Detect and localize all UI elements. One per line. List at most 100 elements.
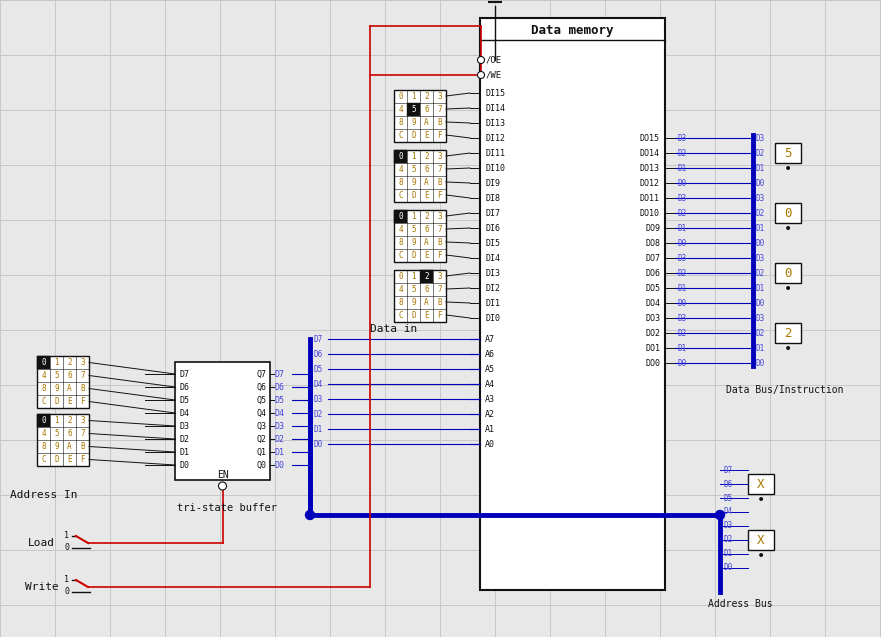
Text: A7: A7 bbox=[485, 334, 495, 343]
Text: D0: D0 bbox=[756, 178, 766, 187]
Text: 0: 0 bbox=[398, 271, 403, 280]
Text: DO5: DO5 bbox=[645, 283, 660, 292]
Text: 9: 9 bbox=[411, 178, 416, 187]
Text: 0: 0 bbox=[64, 543, 69, 552]
Text: 3: 3 bbox=[437, 211, 441, 220]
Text: •: • bbox=[784, 222, 792, 236]
Text: 3: 3 bbox=[80, 416, 85, 425]
Text: D2: D2 bbox=[274, 434, 284, 443]
Text: DI8: DI8 bbox=[485, 194, 500, 203]
Text: C: C bbox=[398, 310, 403, 320]
Text: 6: 6 bbox=[424, 285, 429, 294]
Text: Q7: Q7 bbox=[256, 369, 266, 378]
Text: D3: D3 bbox=[677, 194, 686, 203]
Text: DO6: DO6 bbox=[645, 269, 660, 278]
Bar bbox=[407, 103, 420, 115]
Text: X: X bbox=[758, 534, 765, 547]
Text: Q1: Q1 bbox=[256, 448, 266, 457]
Text: D1: D1 bbox=[756, 164, 766, 173]
Text: 9: 9 bbox=[411, 238, 416, 247]
Text: D1: D1 bbox=[723, 550, 732, 559]
Text: 4: 4 bbox=[41, 371, 46, 380]
Text: 5: 5 bbox=[411, 104, 416, 113]
Bar bbox=[480, 18, 665, 590]
Text: D6: D6 bbox=[179, 382, 189, 392]
Text: DI9: DI9 bbox=[485, 178, 500, 187]
Text: Data Bus/Instruction: Data Bus/Instruction bbox=[726, 385, 844, 395]
Text: D0: D0 bbox=[677, 238, 686, 248]
Text: D3: D3 bbox=[274, 422, 284, 431]
Text: B: B bbox=[80, 384, 85, 393]
Text: F: F bbox=[437, 250, 441, 259]
Bar bbox=[37, 356, 89, 408]
Text: 4: 4 bbox=[398, 164, 403, 173]
Text: 6: 6 bbox=[424, 224, 429, 234]
Bar bbox=[394, 210, 407, 222]
Text: 0: 0 bbox=[41, 416, 46, 425]
Text: A: A bbox=[67, 442, 72, 451]
Text: •: • bbox=[757, 493, 766, 507]
Text: 6: 6 bbox=[424, 164, 429, 173]
Text: D4: D4 bbox=[313, 380, 322, 389]
Text: A1: A1 bbox=[485, 424, 495, 434]
Text: DO2: DO2 bbox=[645, 329, 660, 338]
Text: DI0: DI0 bbox=[485, 313, 500, 322]
Bar bbox=[748, 474, 774, 494]
Text: 1: 1 bbox=[64, 531, 69, 541]
Text: D3: D3 bbox=[756, 194, 766, 203]
Text: 9: 9 bbox=[55, 442, 59, 451]
Text: 1: 1 bbox=[411, 271, 416, 280]
Text: 4: 4 bbox=[398, 104, 403, 113]
Text: D: D bbox=[411, 131, 416, 140]
Text: DO10: DO10 bbox=[640, 208, 660, 217]
Text: 0: 0 bbox=[398, 92, 403, 101]
Text: D2: D2 bbox=[756, 329, 766, 338]
Text: DI3: DI3 bbox=[485, 269, 500, 278]
Text: 7: 7 bbox=[437, 285, 441, 294]
Circle shape bbox=[478, 57, 485, 64]
Text: X: X bbox=[758, 478, 765, 490]
Text: 2: 2 bbox=[424, 271, 429, 280]
Bar bbox=[394, 150, 407, 162]
Text: 2: 2 bbox=[424, 211, 429, 220]
Text: D: D bbox=[411, 190, 416, 199]
Text: /OE: /OE bbox=[486, 55, 502, 64]
Text: A: A bbox=[424, 297, 429, 306]
Text: 0: 0 bbox=[64, 587, 69, 596]
Text: •: • bbox=[784, 282, 792, 296]
Text: A5: A5 bbox=[485, 364, 495, 373]
Text: B: B bbox=[437, 238, 441, 247]
Bar bbox=[394, 150, 446, 201]
Text: 5: 5 bbox=[411, 285, 416, 294]
Text: 1: 1 bbox=[55, 358, 59, 367]
Text: 7: 7 bbox=[437, 104, 441, 113]
Text: /WE: /WE bbox=[486, 71, 502, 80]
Text: D1: D1 bbox=[179, 448, 189, 457]
Text: D3: D3 bbox=[313, 394, 322, 403]
Text: 7: 7 bbox=[80, 429, 85, 438]
Text: A0: A0 bbox=[485, 440, 495, 448]
Text: DI4: DI4 bbox=[485, 254, 500, 262]
Text: DO8: DO8 bbox=[645, 238, 660, 248]
Text: 8: 8 bbox=[398, 178, 403, 187]
Text: A: A bbox=[67, 384, 72, 393]
Text: D1: D1 bbox=[677, 164, 686, 173]
Text: D: D bbox=[55, 455, 59, 464]
Text: A6: A6 bbox=[485, 350, 495, 359]
Bar bbox=[37, 414, 89, 466]
Text: A: A bbox=[424, 178, 429, 187]
Text: Q4: Q4 bbox=[256, 408, 266, 417]
Text: DO1: DO1 bbox=[645, 343, 660, 352]
Text: 1: 1 bbox=[411, 211, 416, 220]
Text: E: E bbox=[67, 455, 72, 464]
Text: Load: Load bbox=[28, 538, 55, 548]
Text: A: A bbox=[424, 238, 429, 247]
Text: F: F bbox=[437, 131, 441, 140]
Text: DI14: DI14 bbox=[485, 103, 505, 113]
Text: DO4: DO4 bbox=[645, 299, 660, 308]
Bar bbox=[775, 143, 801, 163]
Bar bbox=[37, 414, 50, 427]
Text: D2: D2 bbox=[723, 536, 732, 545]
Text: D2: D2 bbox=[677, 269, 686, 278]
Text: D2: D2 bbox=[677, 208, 686, 217]
